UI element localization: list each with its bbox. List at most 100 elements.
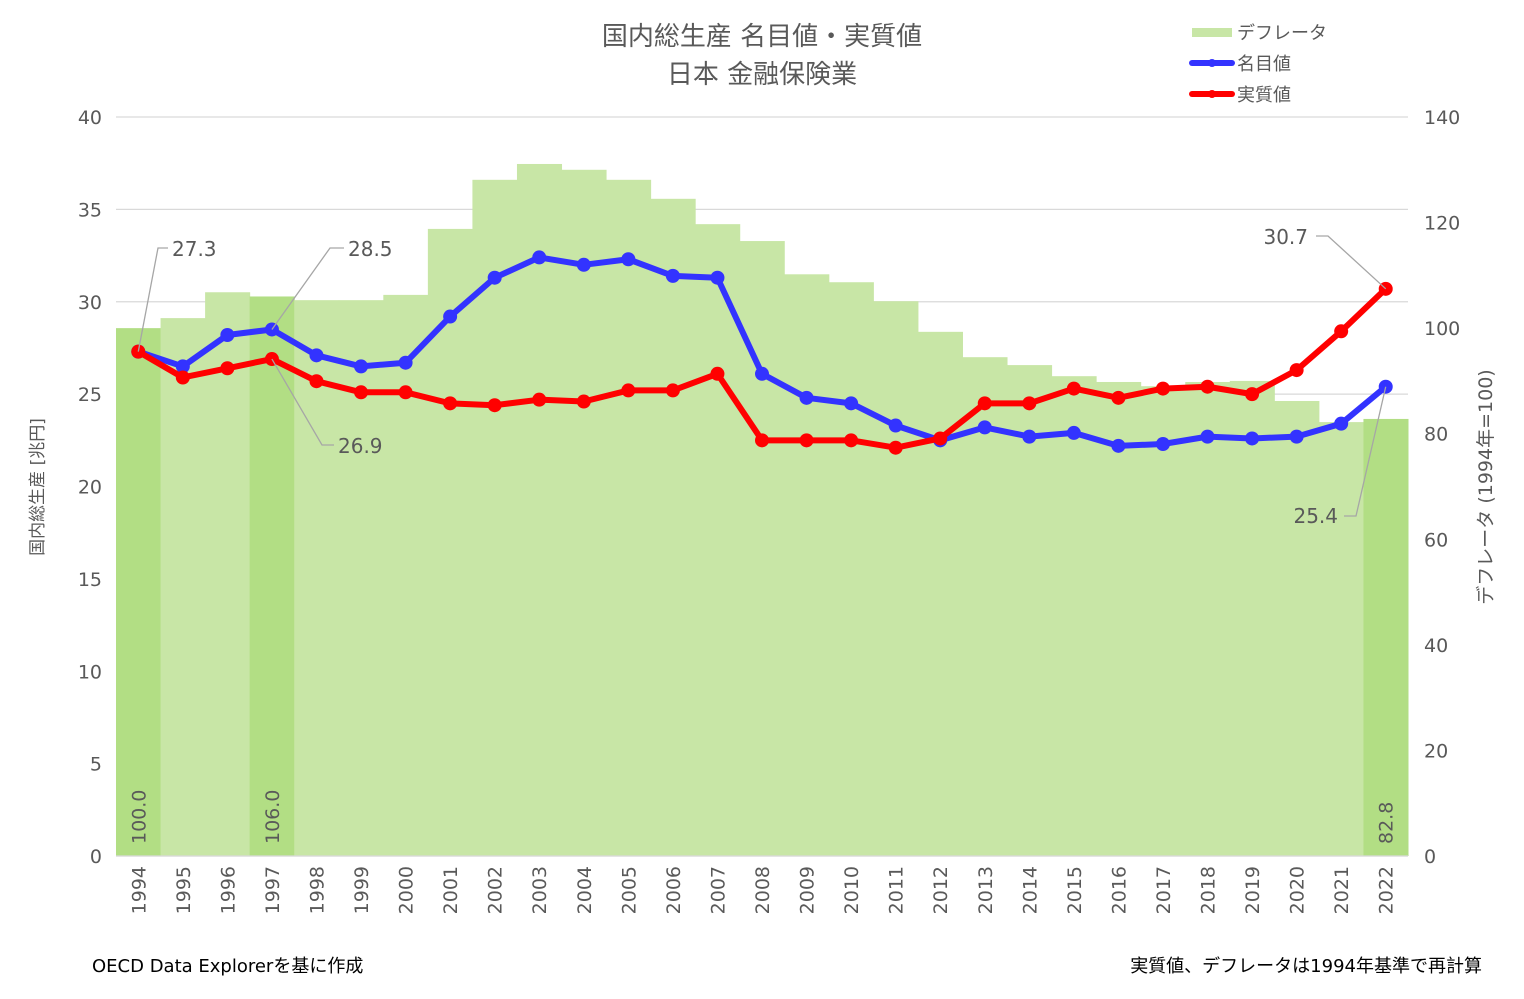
- y2-tick-label: 140: [1424, 107, 1460, 129]
- x-tick-label: 1994: [128, 866, 150, 914]
- x-tick-label: 2003: [529, 866, 551, 914]
- data-point-real-2016: [1111, 390, 1126, 405]
- x-tick-label: 2008: [752, 866, 774, 914]
- data-point-real-2012: [933, 431, 948, 446]
- y-tick-label: 15: [78, 569, 102, 591]
- data-point-nominal-2013: [977, 420, 992, 435]
- deflator-bar-2022: [1363, 418, 1409, 856]
- deflator-bar-2012: [917, 331, 963, 856]
- data-point-real-2010: [844, 433, 859, 448]
- x-tick-label: 2019: [1242, 866, 1264, 914]
- x-tick-label: 2002: [485, 866, 507, 914]
- x-tick-label: 2016: [1108, 866, 1130, 914]
- y2-tick-label: 0: [1424, 846, 1436, 868]
- data-point-nominal-2019: [1245, 431, 1260, 446]
- deflator-bar-2004: [561, 169, 607, 857]
- data-label-nominal-1997: 28.5: [348, 237, 393, 261]
- legend-swatch-deflator: [1192, 28, 1232, 37]
- y-tick-label: 5: [90, 754, 102, 776]
- x-tick-label: 1999: [351, 866, 373, 914]
- x-tick-label: 2020: [1287, 866, 1309, 914]
- data-point-real-2015: [1066, 381, 1081, 396]
- callout-leader: [1316, 235, 1387, 290]
- deflator-bar-1999: [338, 300, 384, 856]
- y-tick-label: 40: [78, 107, 102, 129]
- deflator-bar-1997: [249, 296, 295, 856]
- legend-label-real: 実質値: [1237, 85, 1291, 106]
- deflator-bar-2013: [962, 357, 1008, 856]
- y2-tick-label: 80: [1424, 424, 1448, 446]
- data-point-real-2011: [888, 440, 903, 455]
- data-point-real-2019: [1245, 387, 1260, 402]
- data-point-real-2005: [621, 383, 636, 398]
- data-point-real-2013: [977, 396, 992, 411]
- y2-tick-label: 40: [1424, 635, 1448, 657]
- data-label-nominal-1994: 27.3: [172, 237, 217, 261]
- data-point-nominal-2002: [487, 270, 502, 285]
- x-tick-label: 2013: [975, 866, 997, 914]
- callout-leader: [137, 247, 168, 352]
- data-point-nominal-2008: [755, 366, 769, 381]
- data-point-real-2020: [1289, 363, 1304, 378]
- x-tick-label: 2010: [841, 866, 863, 914]
- data-point-real-2001: [443, 396, 458, 411]
- deflator-bar-2021: [1318, 422, 1364, 856]
- data-point-nominal-2004: [576, 257, 591, 272]
- x-tick-label: 2004: [574, 866, 596, 914]
- data-label-nominal-2022: 25.4: [1293, 504, 1338, 528]
- x-tick-label: 2011: [886, 866, 908, 914]
- x-tick-label: 2014: [1019, 866, 1041, 914]
- x-tick-label: 1996: [217, 866, 239, 914]
- y2-tick-label: 60: [1424, 529, 1448, 551]
- data-point-real-2014: [1022, 396, 1037, 411]
- deflator-bar-label: 82.8: [1376, 802, 1398, 844]
- y-tick-label: 20: [78, 477, 102, 499]
- y-tick-label: 25: [78, 384, 102, 406]
- data-point-real-2018: [1200, 379, 1215, 394]
- y-tick-label: 0: [90, 846, 102, 868]
- callout-leader: [271, 358, 334, 446]
- data-point-real-1995: [175, 370, 190, 385]
- data-point-nominal-1995: [175, 359, 190, 374]
- x-tick-label: 2007: [707, 866, 729, 914]
- x-tick-label: 2017: [1153, 866, 1175, 914]
- deflator-bar-1996: [205, 292, 251, 857]
- x-tick-label: 2022: [1376, 866, 1398, 914]
- data-point-nominal-2006: [665, 268, 680, 283]
- x-tick-label: 1997: [262, 866, 284, 914]
- legend: デフレータ 名目値 実質値: [1189, 23, 1327, 106]
- source-note: OECD Data Explorerを基に作成: [92, 956, 363, 977]
- legend-marker-nominal: [1208, 59, 1216, 67]
- data-label-real-2022: 30.7: [1263, 225, 1308, 249]
- x-tick-label: 2001: [440, 866, 462, 914]
- data-point-nominal-2018: [1200, 429, 1215, 444]
- data-point-nominal-2015: [1066, 425, 1081, 440]
- x-tick-label: 2009: [797, 866, 819, 914]
- x-tick-label: 2000: [396, 866, 418, 914]
- data-point-nominal-2016: [1111, 438, 1126, 453]
- y-tick-label: 10: [78, 661, 102, 683]
- deflator-bar-2014: [1007, 365, 1053, 856]
- chart-title: 国内総生産 名目値・実質値: [602, 22, 922, 52]
- data-point-nominal-2007: [710, 270, 725, 285]
- series-lines: [131, 250, 1393, 455]
- data-point-real-1996: [220, 361, 235, 376]
- data-point-nominal-1998: [309, 348, 324, 363]
- data-point-real-1998: [309, 374, 324, 389]
- y-axis-label: 国内総生産 [兆円]: [28, 418, 48, 556]
- deflator-bar-1998: [294, 300, 340, 856]
- data-point-nominal-2011: [888, 418, 903, 433]
- callout-leader: [271, 247, 344, 330]
- axes: 0 5 10 15 20 25 30 35 40 0 20 40 60 80 100 120 140 1994 19…: [78, 107, 1460, 914]
- deflator-bars: [116, 163, 1409, 857]
- y-tick-label: 30: [78, 292, 102, 314]
- chart-subtitle: 日本 金融保険業: [667, 60, 857, 90]
- deflator-bar-2000: [383, 294, 429, 857]
- x-tick-label: 2012: [930, 866, 952, 914]
- data-point-nominal-2005: [621, 252, 636, 267]
- legend-label-deflator: デフレータ: [1237, 23, 1327, 44]
- data-point-nominal-2000: [398, 355, 413, 370]
- data-point-nominal-1996: [220, 328, 235, 343]
- deflator-bar-2003: [516, 163, 563, 857]
